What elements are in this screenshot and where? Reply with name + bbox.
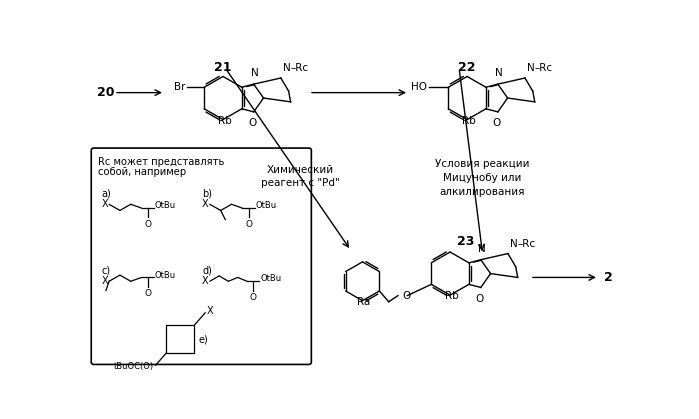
Text: O: O: [250, 293, 257, 302]
Text: Химический: Химический: [267, 165, 334, 175]
Text: e): e): [199, 334, 209, 344]
FancyBboxPatch shape: [92, 148, 311, 365]
Text: OtBu: OtBu: [256, 201, 277, 210]
Text: X: X: [202, 276, 209, 286]
Text: O: O: [402, 291, 410, 300]
Text: OtBu: OtBu: [154, 271, 176, 279]
Text: X: X: [207, 306, 213, 316]
Text: X: X: [202, 199, 209, 209]
Text: 21: 21: [215, 61, 232, 74]
Text: O: O: [492, 118, 500, 128]
Text: 20: 20: [96, 86, 114, 99]
Text: b): b): [202, 189, 212, 199]
Text: HO: HO: [412, 82, 427, 92]
Text: Условия реакции: Условия реакции: [435, 159, 530, 169]
Text: OtBu: OtBu: [260, 274, 281, 284]
Text: X: X: [101, 276, 108, 286]
Text: O: O: [144, 220, 151, 229]
Text: a): a): [101, 189, 111, 199]
Text: c): c): [101, 266, 110, 276]
Text: N: N: [510, 239, 518, 249]
Text: Br: Br: [174, 82, 186, 92]
Text: Ra: Ra: [357, 297, 370, 307]
Text: Rb: Rb: [445, 291, 459, 301]
Text: tBuOC(O): tBuOC(O): [114, 362, 154, 371]
Text: Rb: Rb: [217, 116, 231, 126]
Text: d): d): [202, 266, 212, 276]
Text: –Rc: –Rc: [290, 63, 308, 73]
Text: N: N: [527, 63, 535, 73]
Text: O: O: [475, 294, 484, 304]
Text: N: N: [283, 63, 291, 73]
Text: N: N: [495, 68, 503, 78]
Text: N: N: [251, 68, 259, 78]
Text: N: N: [477, 243, 485, 253]
Text: –Rc: –Rc: [517, 239, 535, 249]
Text: –Rc: –Rc: [534, 63, 552, 73]
Text: OtBu: OtBu: [154, 201, 176, 210]
Text: Rc может представлять: Rc может представлять: [99, 157, 224, 166]
Text: реагент с "Pd": реагент с "Pd": [261, 178, 340, 189]
Text: O: O: [248, 118, 257, 128]
Text: собой, например: собой, например: [99, 167, 187, 177]
Text: X: X: [101, 199, 108, 209]
Text: O: O: [144, 289, 151, 298]
Text: алкилирования: алкилирования: [440, 187, 526, 197]
Text: 2: 2: [603, 271, 612, 284]
Text: 23: 23: [457, 235, 474, 248]
Text: Мицунобу или: Мицунобу или: [443, 173, 522, 183]
Text: 22: 22: [459, 61, 476, 74]
Text: O: O: [245, 220, 252, 229]
Text: Rb: Rb: [462, 116, 475, 126]
